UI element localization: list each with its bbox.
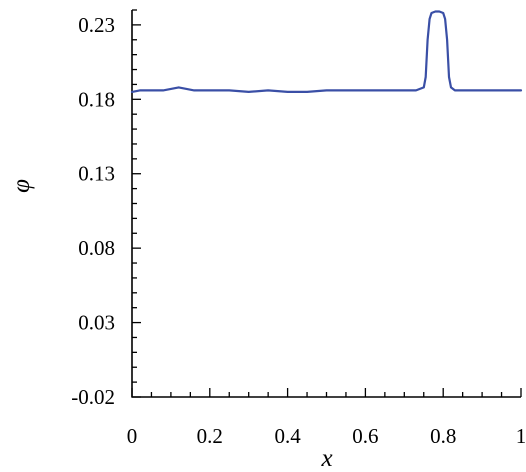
x-tick-label: 0.8 bbox=[430, 424, 456, 448]
x-tick-label: 0.2 bbox=[197, 424, 223, 448]
x-tick-label: 0.4 bbox=[274, 424, 301, 448]
x-tick-label: 0.6 bbox=[352, 424, 378, 448]
tick-marks bbox=[131, 9, 522, 398]
series-line bbox=[130, 10, 523, 94]
axes bbox=[131, 10, 521, 398]
y-tick-label: 0.03 bbox=[78, 311, 115, 335]
x-tick-label: 1 bbox=[516, 424, 526, 448]
x-tick-label: 0 bbox=[127, 424, 138, 448]
y-tick-label: 0.23 bbox=[78, 13, 115, 37]
y-tick-label: -0.02 bbox=[71, 385, 115, 409]
y-tick-label: 0.18 bbox=[78, 87, 115, 111]
y-tick-labels: -0.02 0.03 0.08 0.13 0.18 0.23 bbox=[71, 13, 115, 409]
x-axis-title: x bbox=[320, 445, 332, 472]
y-tick-label: 0.13 bbox=[78, 162, 115, 186]
data-series bbox=[130, 10, 523, 94]
y-axis-title: φ bbox=[8, 179, 35, 193]
y-tick-label: 0.08 bbox=[78, 236, 115, 260]
x-tick-labels: 0 0.2 0.4 0.6 0.8 1 bbox=[127, 424, 526, 448]
